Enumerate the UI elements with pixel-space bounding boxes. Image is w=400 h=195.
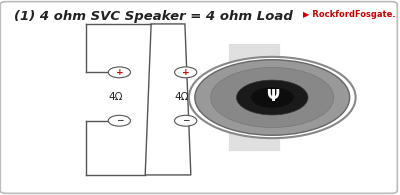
Text: 4Ω: 4Ω: [174, 91, 189, 102]
Circle shape: [236, 80, 308, 115]
Text: ▶ RockfordFosgate.: ▶ RockfordFosgate.: [303, 10, 395, 19]
Polygon shape: [145, 24, 191, 175]
Text: −: −: [182, 116, 190, 125]
Text: +: +: [116, 68, 123, 77]
Text: 4Ω: 4Ω: [108, 91, 123, 102]
Circle shape: [174, 67, 197, 78]
Circle shape: [108, 67, 130, 78]
Circle shape: [189, 57, 356, 138]
Circle shape: [174, 115, 197, 126]
Circle shape: [250, 87, 294, 108]
FancyBboxPatch shape: [228, 44, 280, 151]
FancyBboxPatch shape: [0, 2, 397, 193]
Circle shape: [195, 60, 350, 135]
Circle shape: [108, 115, 130, 126]
Text: −: −: [116, 116, 123, 125]
Text: +: +: [182, 68, 190, 77]
Circle shape: [211, 67, 334, 128]
Text: Ψ: Ψ: [266, 89, 279, 104]
Text: (1) 4 ohm SVC Speaker = 4 ohm Load: (1) 4 ohm SVC Speaker = 4 ohm Load: [14, 10, 293, 23]
